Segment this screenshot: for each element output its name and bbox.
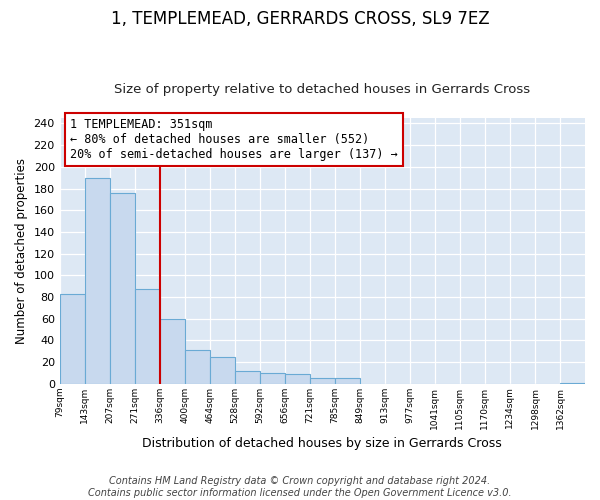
Text: Contains HM Land Registry data © Crown copyright and database right 2024.
Contai: Contains HM Land Registry data © Crown c…: [88, 476, 512, 498]
Bar: [560, 382, 585, 384]
Text: 1, TEMPLEMEAD, GERRARDS CROSS, SL9 7EZ: 1, TEMPLEMEAD, GERRARDS CROSS, SL9 7EZ: [110, 10, 490, 28]
Y-axis label: Number of detached properties: Number of detached properties: [15, 158, 28, 344]
Bar: [160, 318, 185, 384]
Bar: [210, 356, 235, 384]
Bar: [285, 374, 310, 384]
Bar: [235, 370, 260, 384]
Bar: [185, 350, 210, 384]
Bar: [260, 373, 285, 384]
X-axis label: Distribution of detached houses by size in Gerrards Cross: Distribution of detached houses by size …: [142, 437, 502, 450]
Bar: [310, 378, 335, 384]
Text: 1 TEMPLEMEAD: 351sqm
← 80% of detached houses are smaller (552)
20% of semi-deta: 1 TEMPLEMEAD: 351sqm ← 80% of detached h…: [70, 118, 398, 161]
Bar: [335, 378, 360, 384]
Bar: [110, 193, 135, 384]
Bar: [85, 178, 110, 384]
Bar: [59, 294, 85, 384]
Bar: [135, 290, 160, 384]
Title: Size of property relative to detached houses in Gerrards Cross: Size of property relative to detached ho…: [114, 83, 530, 96]
